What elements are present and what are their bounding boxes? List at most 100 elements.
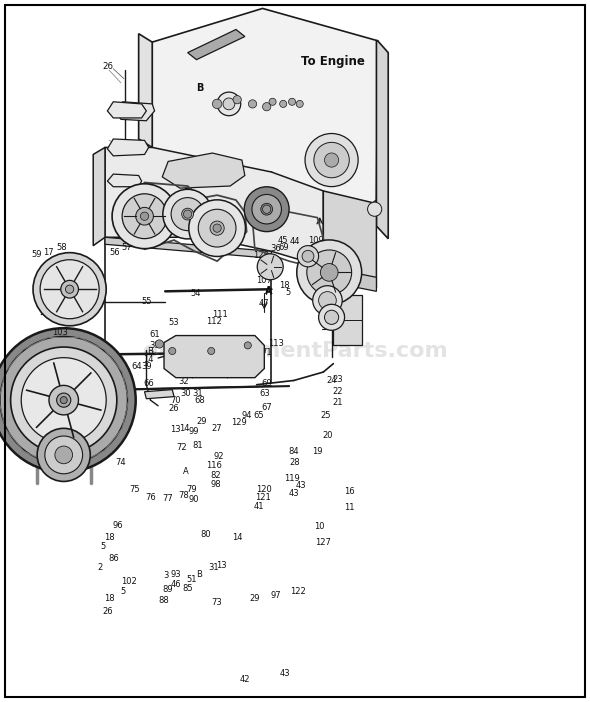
Text: 29: 29 [250,594,260,602]
Circle shape [263,102,271,111]
Circle shape [297,246,319,267]
Text: 18: 18 [171,355,181,364]
Polygon shape [107,174,142,187]
Circle shape [136,207,153,225]
Text: 63: 63 [259,389,270,397]
Circle shape [198,209,236,247]
Polygon shape [152,8,378,218]
Text: B: B [196,83,203,93]
Text: 29: 29 [196,417,207,425]
Circle shape [302,251,314,262]
Circle shape [208,347,215,355]
Text: 14: 14 [143,355,154,364]
Circle shape [263,205,271,213]
Text: 18: 18 [104,595,114,603]
Circle shape [11,347,117,453]
Text: 2: 2 [98,563,103,571]
Circle shape [244,342,251,349]
Circle shape [65,285,74,293]
Circle shape [189,200,245,256]
Text: 5: 5 [313,271,318,279]
Circle shape [61,280,78,298]
Circle shape [319,291,336,310]
Text: 69: 69 [261,380,272,388]
Text: 73: 73 [212,598,222,607]
Text: 14: 14 [179,424,189,432]
Circle shape [210,221,224,235]
Text: 96: 96 [113,522,123,530]
Polygon shape [188,29,245,60]
Circle shape [289,98,296,105]
Text: 5: 5 [101,542,106,550]
Text: 94: 94 [241,411,252,420]
Text: 51: 51 [238,359,248,367]
Text: 41: 41 [253,503,264,511]
Polygon shape [105,237,271,258]
Circle shape [296,100,303,107]
Text: 43: 43 [198,357,209,365]
Polygon shape [93,147,105,246]
Text: 81: 81 [192,442,203,450]
Circle shape [40,260,99,319]
Text: 120: 120 [257,485,272,494]
Text: 103: 103 [53,329,68,337]
Text: A: A [265,286,272,296]
Text: 107: 107 [257,277,272,285]
Text: 44: 44 [290,237,300,246]
Text: 31: 31 [192,389,203,397]
Polygon shape [145,390,174,399]
Polygon shape [162,153,245,188]
Text: 28: 28 [290,458,300,467]
Text: 25: 25 [320,411,331,420]
Text: 55: 55 [141,298,152,306]
Polygon shape [139,34,152,147]
Circle shape [261,204,273,215]
Text: 75: 75 [129,485,140,494]
Text: 82: 82 [210,471,221,479]
Text: 68: 68 [194,396,205,404]
Text: 27: 27 [212,424,222,432]
Text: 48: 48 [336,313,346,322]
Circle shape [37,428,90,482]
Text: 92: 92 [213,452,224,461]
Text: 46: 46 [171,581,181,589]
Text: 116: 116 [206,461,221,470]
Text: 30: 30 [181,389,191,397]
Text: 45: 45 [278,236,289,244]
Text: 59: 59 [31,250,42,258]
Text: 18: 18 [279,282,290,290]
Text: 16: 16 [344,487,355,496]
Text: 78: 78 [179,491,189,500]
Circle shape [280,100,287,107]
Polygon shape [105,147,323,267]
Text: 32: 32 [179,378,189,386]
Polygon shape [115,102,155,121]
Text: 122: 122 [290,588,306,596]
Polygon shape [323,267,376,291]
Text: 119: 119 [284,474,300,482]
Text: 93: 93 [171,570,181,578]
Text: 100: 100 [259,260,274,269]
Text: 65: 65 [253,411,264,420]
Text: 5: 5 [286,289,290,297]
Circle shape [49,385,78,415]
Text: 70: 70 [171,396,181,404]
Circle shape [33,253,106,326]
Circle shape [45,436,83,474]
Text: 71: 71 [261,348,272,357]
Text: 98: 98 [210,480,221,489]
Text: 76: 76 [145,493,156,501]
Polygon shape [107,102,146,118]
Polygon shape [376,41,388,239]
Text: A: A [266,289,271,297]
Polygon shape [107,139,149,156]
Circle shape [217,92,241,116]
Text: To Engine: To Engine [301,55,365,68]
Text: 69: 69 [278,243,289,251]
Text: 43: 43 [296,482,306,490]
Circle shape [55,446,73,464]
Text: 47: 47 [259,299,270,307]
Polygon shape [164,336,264,378]
Text: 99: 99 [188,428,199,436]
Text: 5: 5 [120,588,125,596]
